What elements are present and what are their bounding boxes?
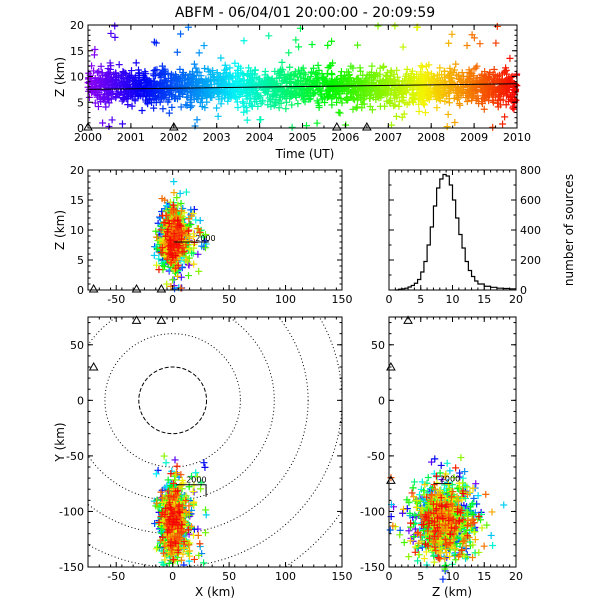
time-height-y-tick-label: 10 <box>70 71 84 84</box>
histogram-x-tick-label: 5 <box>417 293 424 306</box>
x-z-frame <box>87 169 343 291</box>
station-marker <box>156 315 167 324</box>
panel-time-height: 2000 2001 2002 2003 2004 2005 2006 2007 2008 2009… <box>53 19 531 161</box>
station-marker <box>168 121 179 131</box>
x-z-y-tick-label: 15 <box>70 194 84 207</box>
histogram-step-line <box>395 173 516 291</box>
time-height-x-tick-label: 2005 <box>289 131 317 144</box>
x-z-y-tick-label: 10 <box>70 224 84 237</box>
x-z-y-tick-label: 20 <box>70 164 84 177</box>
y-z-y-tick-label: -100 <box>360 505 385 518</box>
histogram-x-tick-label: 10 <box>446 293 460 306</box>
plan-view-x-axis-label: X (km) <box>195 585 235 599</box>
plan-view-x-tick-label: 0 <box>169 570 176 583</box>
plan-view-x-tick-label: 100 <box>275 570 296 583</box>
x-z-y-tick-label: 0 <box>77 284 84 297</box>
histogram-x-tick-label: 0 <box>386 293 393 306</box>
station-marker <box>361 121 372 131</box>
histogram-y-tick-label: 200 <box>520 254 541 267</box>
x-z-y-axis-label: Z (km) <box>53 210 67 250</box>
station-marker <box>331 121 342 131</box>
y-z-y-tick-label: 50 <box>371 339 385 352</box>
time-height-y-tick-label: 5 <box>77 96 84 109</box>
y-z-x-tick-label: 5 <box>417 570 424 583</box>
x-z-sources: 2000 <box>88 178 216 293</box>
x-z-x-tick-label: 0 <box>169 293 176 306</box>
time-height-y-tick-label: 15 <box>70 45 84 58</box>
time-height-trend-line <box>87 83 518 90</box>
histogram-y-tick-label: 400 <box>520 224 541 237</box>
range-ring <box>88 317 309 535</box>
station-marker <box>131 315 142 324</box>
time-height-x-axis-label: Time (UT) <box>275 147 335 161</box>
station-marker <box>83 121 93 131</box>
y-z-x-tick-label: 10 <box>446 570 460 583</box>
y-z-x-axis-label: Z (km) <box>432 585 472 599</box>
x-z-x-tick-label: 150 <box>332 293 353 306</box>
x-z-y-tick-label: 5 <box>77 254 84 267</box>
range-ring <box>88 317 275 501</box>
y-z-x-tick-label: 15 <box>477 570 491 583</box>
plan-view-y-tick-label: 0 <box>77 394 84 407</box>
histogram-x-tick-label: 15 <box>477 293 491 306</box>
station-marker <box>88 283 99 293</box>
time-height-x-tick-label: 2000 <box>74 131 102 144</box>
time-height-y-axis-label: Z (km) <box>53 57 67 97</box>
station-marker <box>156 283 167 293</box>
plan-view-sources: 2000 <box>88 315 210 567</box>
histogram-y-tick-label: 600 <box>520 194 541 207</box>
y-z-y-tick-label: 0 <box>378 394 385 407</box>
histogram-y-axis-label: number of sources <box>562 174 576 286</box>
plan-view-y-tick-label: -150 <box>59 561 84 574</box>
plan-view-track <box>176 484 207 497</box>
x-z-x-tick-label: -50 <box>107 293 125 306</box>
plan-view-y-tick-label: -100 <box>59 505 84 518</box>
time-height-x-tick-label: 2003 <box>203 131 231 144</box>
panel-plan-view: 2000 -50 0 50 100 150 -150 -100 -50 0 50 X (km) Y… <box>53 315 353 599</box>
range-ring <box>104 333 241 468</box>
y-z-x-tick-label: 0 <box>386 570 393 583</box>
plan-view-x-tick-label: 150 <box>332 570 353 583</box>
range-ring <box>138 366 208 435</box>
x-z-annotation: 2000 <box>195 234 215 243</box>
x-z-x-tick-label: 100 <box>275 293 296 306</box>
y-z-y-tick-label: -50 <box>367 450 385 463</box>
station-marker <box>131 283 142 293</box>
plan-view-y-tick-label: 50 <box>70 339 84 352</box>
station-marker <box>403 315 413 324</box>
plan-view-y-axis-label: Y (km) <box>53 422 67 462</box>
station-marker <box>88 361 99 371</box>
histogram-y-tick-label: 0 <box>520 284 527 297</box>
x-z-x-tick-label: 50 <box>222 293 236 306</box>
time-height-y-tick-label: 20 <box>70 19 84 32</box>
figure-title: ABFM - 06/04/01 20:00:00 - 20:09:59 <box>175 5 435 21</box>
y-z-annotation: 2000 <box>440 474 460 483</box>
histogram-x-tick-label: 20 <box>509 293 523 306</box>
plan-view-x-tick-label: 50 <box>222 570 236 583</box>
time-height-x-tick-label: 2010 <box>503 131 531 144</box>
time-height-x-tick-label: 2009 <box>460 131 488 144</box>
plan-view-annotation: 2000 <box>186 476 206 485</box>
plan-view-x-tick-label: -50 <box>107 570 125 583</box>
panel-x-z: 2000 -50 0 50 100 150 0 5 10 15 20 Z (km) <box>53 164 353 306</box>
time-height-x-tick-label: 2008 <box>417 131 445 144</box>
time-height-x-tick-label: 2004 <box>246 131 274 144</box>
y-z-y-tick-label: -150 <box>360 561 385 574</box>
time-height-y-tick-label: 0 <box>77 122 84 135</box>
plan-view-frame <box>87 316 343 568</box>
panel-y-z: 2000 0 5 10 15 20 -150 -100 -50 0 50 Z (km) <box>360 315 523 599</box>
time-height-x-tick-label: 2001 <box>117 131 145 144</box>
y-z-x-tick-label: 20 <box>509 570 523 583</box>
histogram-y-tick-label: 800 <box>520 164 541 177</box>
time-height-x-tick-label: 2007 <box>374 131 402 144</box>
y-z-sources: 2000 <box>386 315 508 583</box>
time-height-sources <box>83 22 521 131</box>
plan-view-y-tick-label: -50 <box>66 450 84 463</box>
time-height-x-tick-label: 2002 <box>160 131 188 144</box>
time-height-x-tick-label: 2006 <box>331 131 359 144</box>
